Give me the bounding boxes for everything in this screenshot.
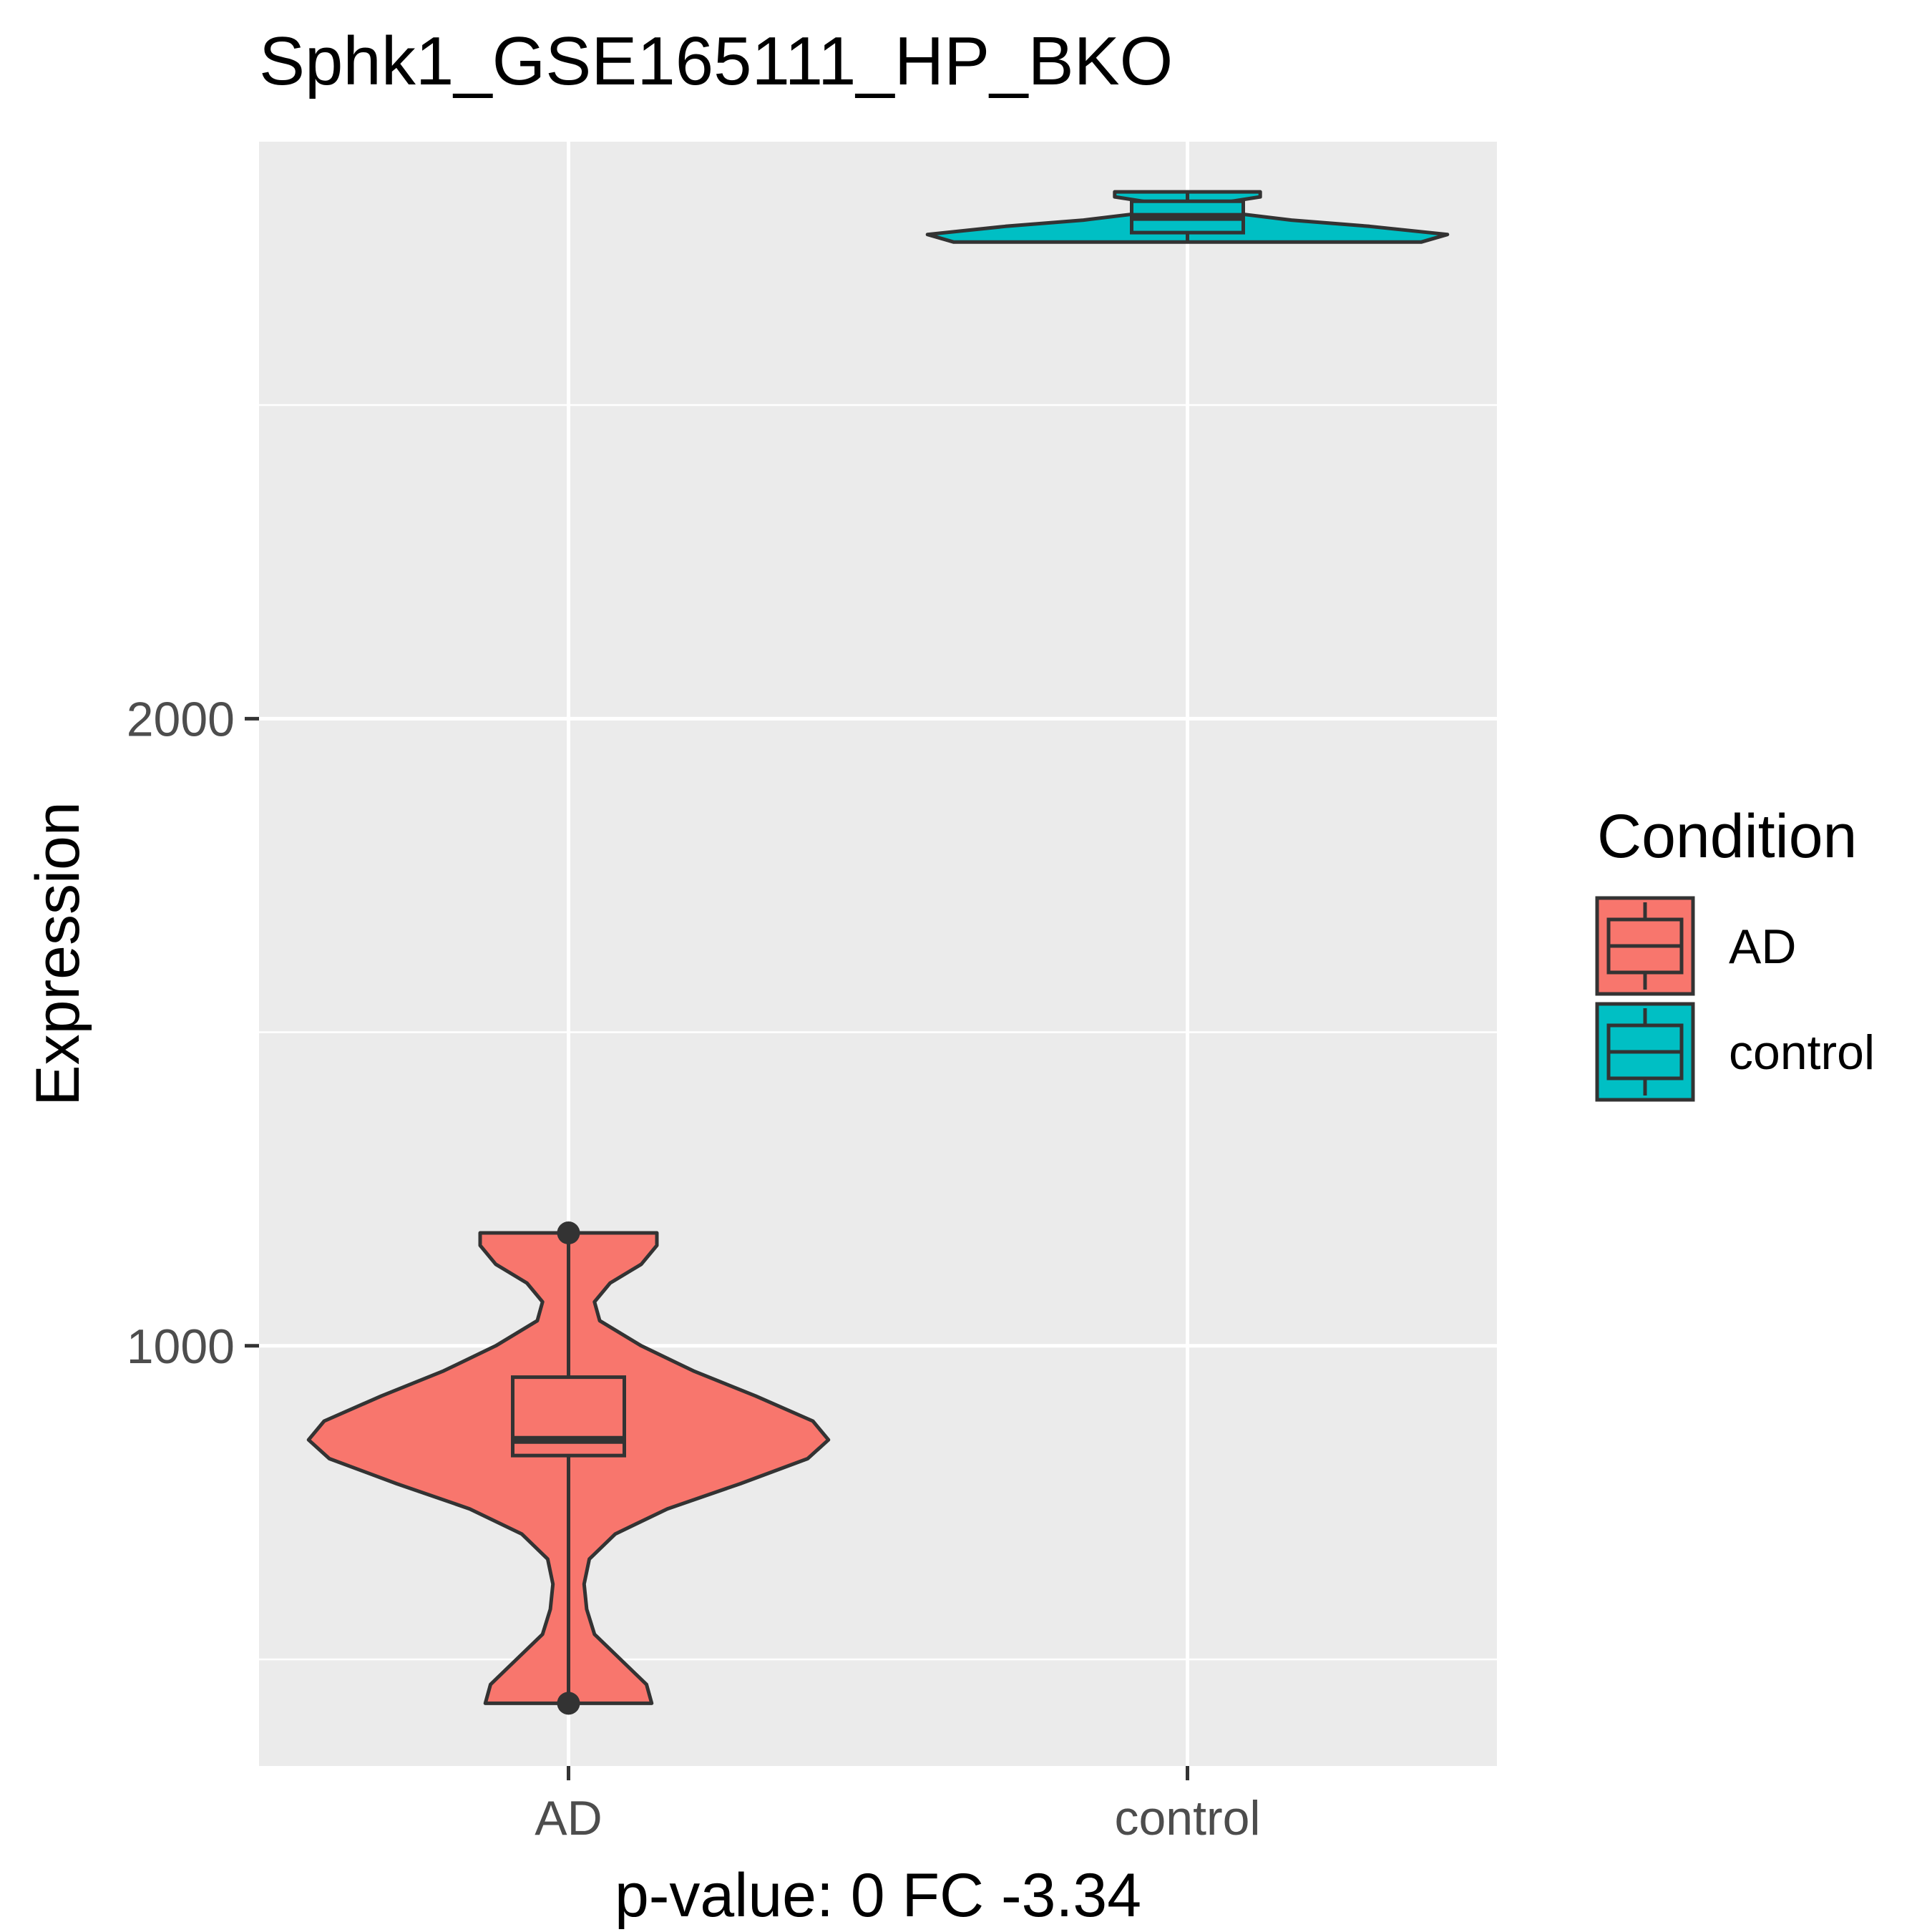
legend-key-ad bbox=[1595, 896, 1695, 996]
x-tick-label: control bbox=[1114, 1791, 1260, 1845]
legend: Condition AD control bbox=[1595, 802, 1875, 1102]
outlier-points bbox=[557, 1221, 580, 1715]
y-tick-label: 2000 bbox=[127, 692, 235, 746]
y-tick-label: 1000 bbox=[127, 1319, 235, 1374]
axes: 1000 2000 AD control bbox=[127, 692, 1261, 1845]
outlier-point bbox=[557, 1221, 580, 1245]
x-axis-label: p-value: 0 FC -3.34 bbox=[615, 1861, 1141, 1930]
chart-title: Sphk1_GSE165111_HP_BKO bbox=[259, 23, 1173, 99]
legend-key-control bbox=[1595, 1002, 1695, 1102]
boxplots bbox=[511, 192, 1245, 1704]
legend-label: control bbox=[1729, 1025, 1875, 1080]
legend-label: AD bbox=[1729, 919, 1796, 974]
legend-title: Condition bbox=[1597, 802, 1857, 871]
outlier-point bbox=[557, 1692, 580, 1715]
plot-panel bbox=[259, 142, 1497, 1766]
x-tick-label: AD bbox=[535, 1791, 602, 1845]
y-axis-label: Expression bbox=[24, 801, 92, 1106]
